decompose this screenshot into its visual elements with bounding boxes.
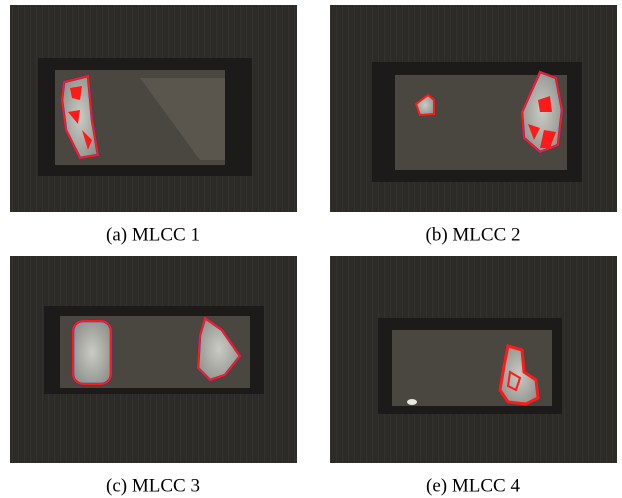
caption: (c) MLCC 3	[106, 475, 200, 496]
figure: (a) MLCC 1 (b) MLCC 2 (c) MLCC 3 (e) MLC…	[0, 0, 622, 498]
caption: (a) MLCC 1	[106, 224, 200, 245]
caption: (b) MLCC 2	[426, 224, 521, 245]
image-panel	[330, 256, 617, 463]
image-panel	[10, 5, 297, 212]
caption: (e) MLCC 4	[426, 475, 520, 496]
image-panel	[10, 256, 297, 463]
image-panel	[330, 5, 617, 212]
